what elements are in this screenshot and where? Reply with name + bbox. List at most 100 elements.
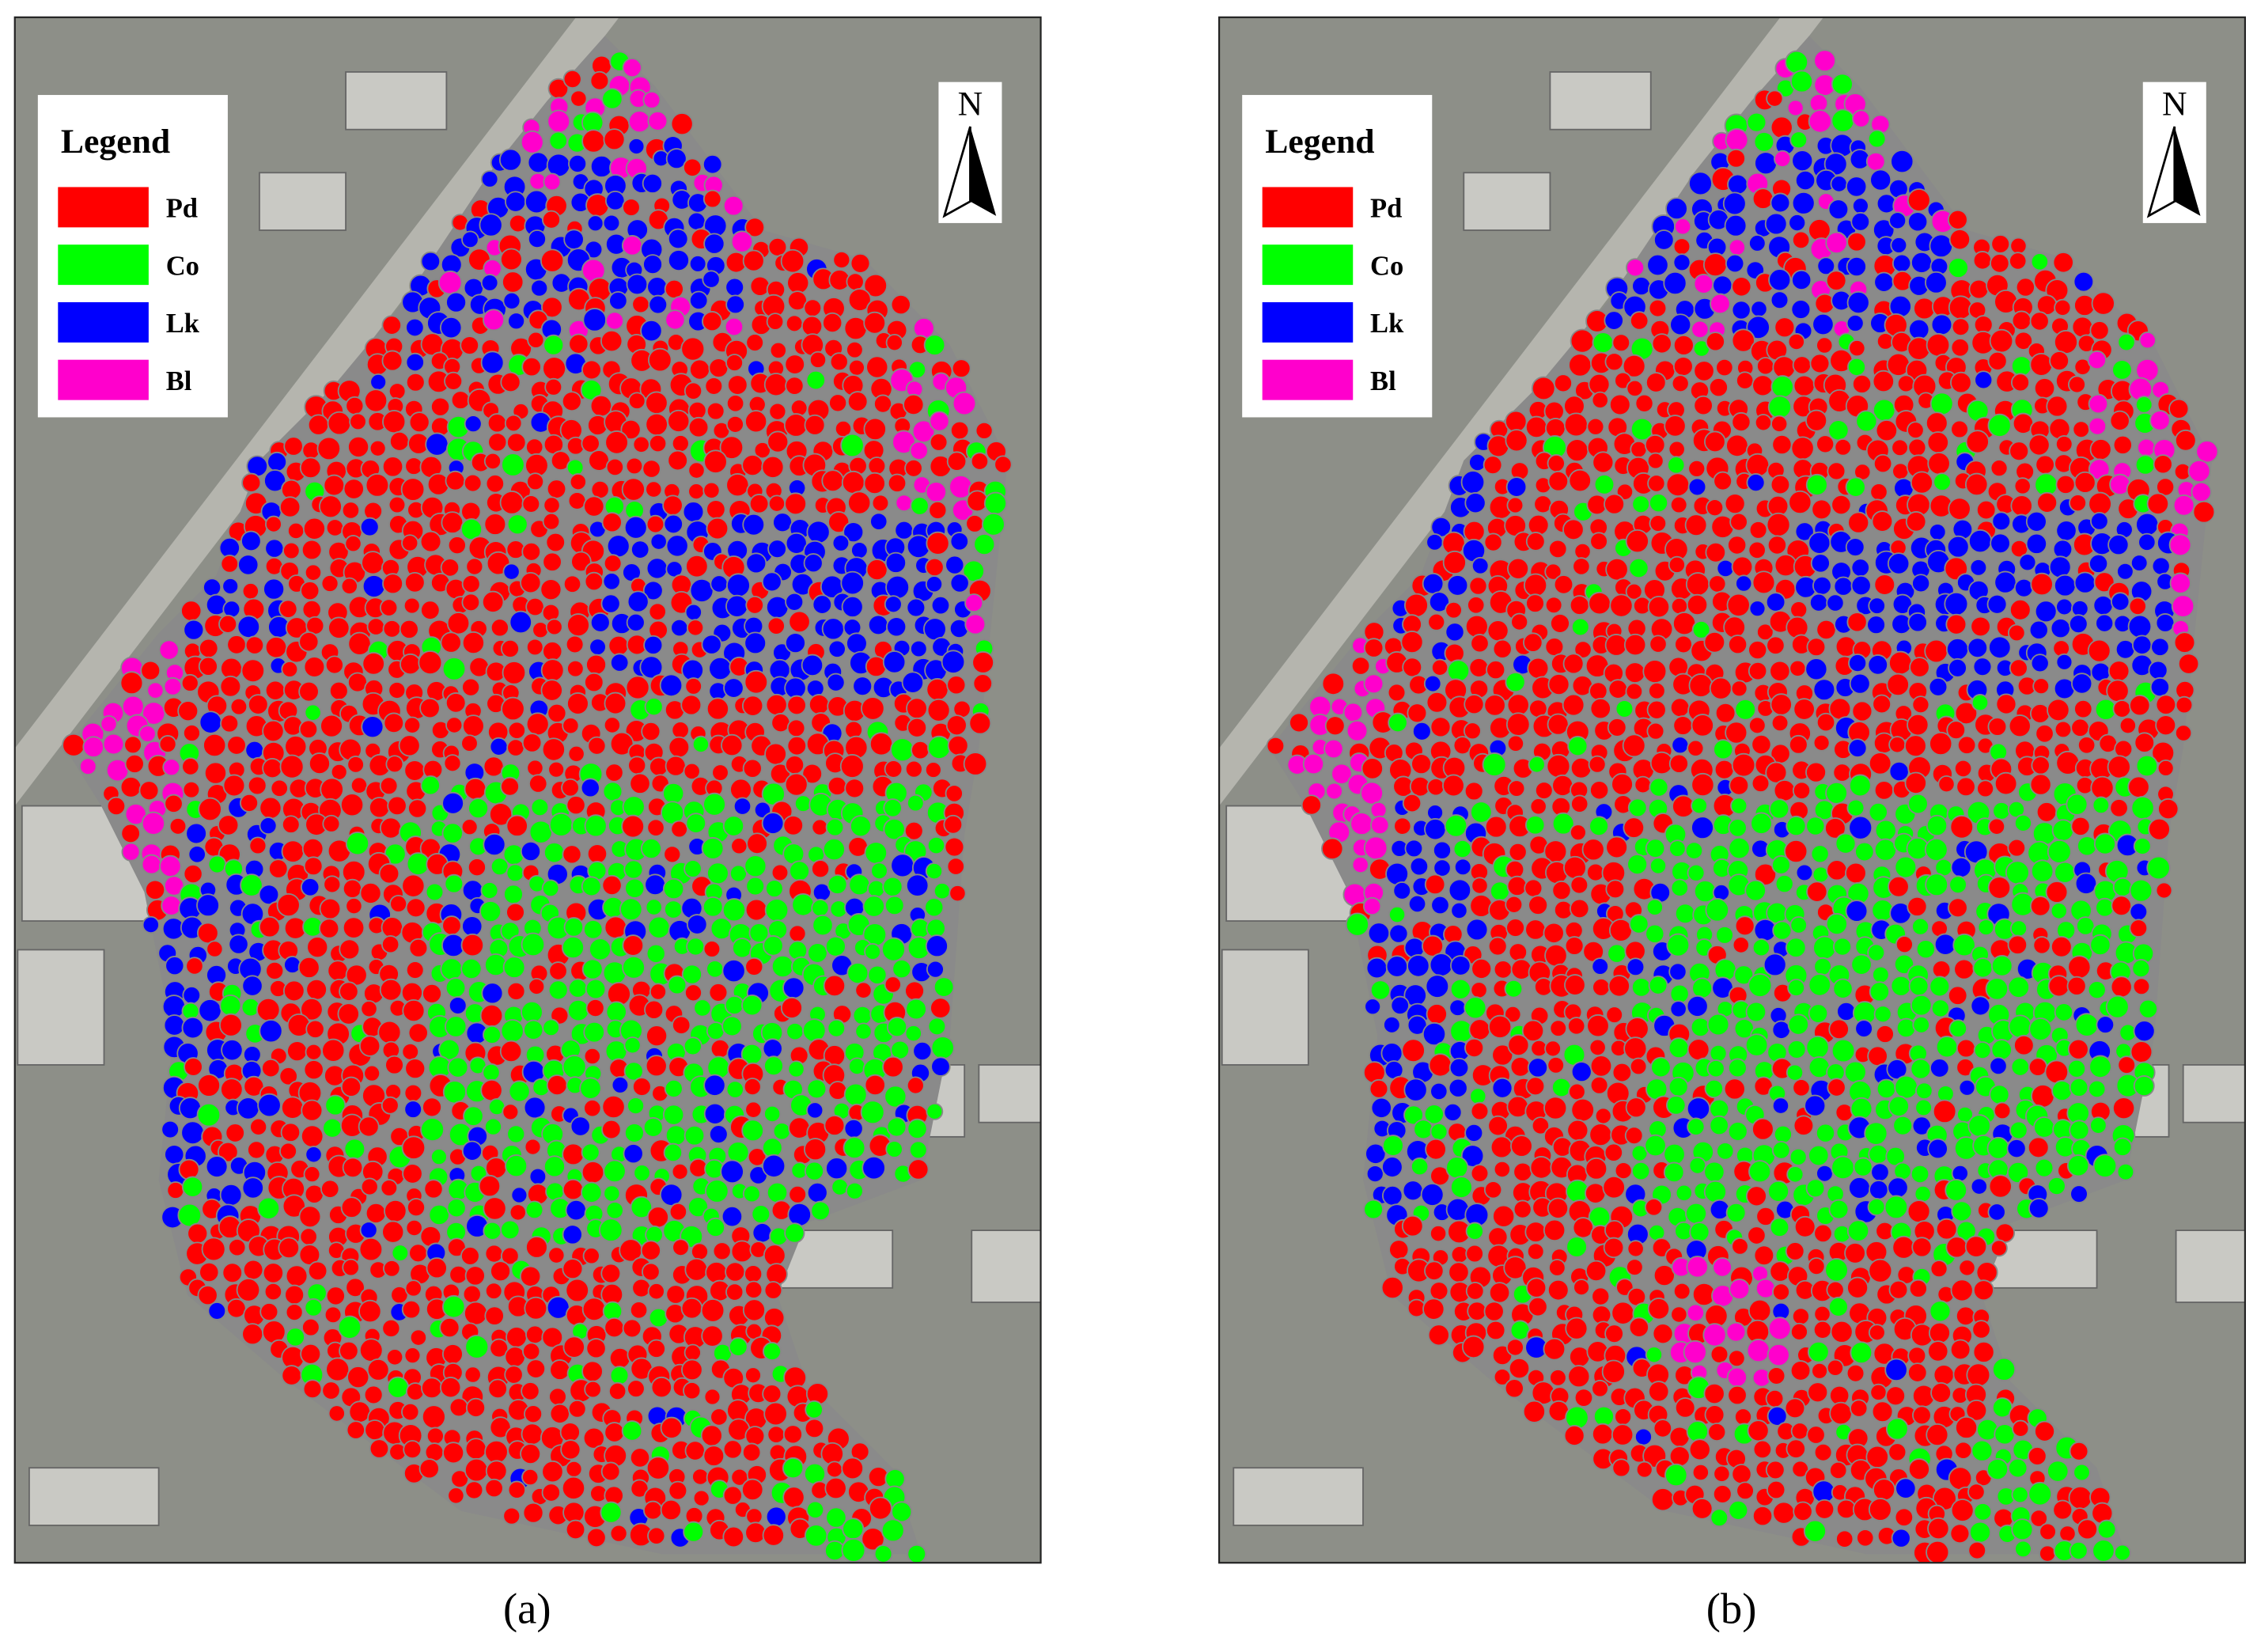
tree-crown	[2066, 793, 2088, 816]
tree-crown	[381, 935, 400, 954]
tree-crown	[180, 1120, 205, 1146]
tree-crown	[520, 1443, 542, 1465]
tree-crown	[82, 736, 105, 758]
tree-crown	[100, 714, 118, 733]
tree-crown	[869, 1496, 892, 1521]
tree-crown	[1645, 923, 1665, 944]
tree-crown	[119, 776, 142, 798]
tree-crown	[1950, 1499, 1975, 1522]
tree-crown	[1843, 1060, 1867, 1084]
tree-crown	[1955, 1415, 1979, 1439]
tree-crown	[1990, 954, 2013, 977]
tree-crown	[867, 879, 886, 899]
tree-crown	[1351, 856, 1369, 874]
tree-crown	[600, 329, 623, 353]
tree-crown	[1847, 738, 1868, 758]
tree-crown	[946, 451, 968, 472]
tree-crown	[933, 976, 955, 998]
tree-crown	[1816, 712, 1836, 733]
tree-crown	[437, 270, 463, 295]
tree-crown	[1948, 1019, 1968, 1038]
tree-crown	[1930, 998, 1950, 1018]
tree-crown	[1572, 557, 1591, 576]
tree-crown	[2138, 332, 2157, 350]
tree-crown	[1566, 1119, 1589, 1142]
tree-crown	[1745, 1001, 1767, 1023]
tree-crown	[280, 1122, 301, 1142]
tree-crown	[1935, 1036, 1959, 1059]
tree-crown	[2169, 572, 2191, 594]
tree-crown	[1912, 1016, 1930, 1034]
tree-crown	[166, 1181, 185, 1199]
tree-crown	[379, 598, 399, 617]
tree-crown	[682, 501, 705, 523]
tree-crown	[822, 312, 843, 334]
tree-crown	[483, 309, 506, 332]
tree-crown	[198, 998, 222, 1023]
tree-crown	[1488, 1282, 1511, 1304]
tree-crown	[1873, 453, 1893, 474]
tree-crown	[580, 778, 600, 798]
tree-crown	[1570, 617, 1590, 637]
tree-crown	[1563, 1424, 1585, 1446]
tree-crown	[1869, 1180, 1889, 1200]
tree-crown	[629, 772, 651, 794]
tree-crown	[1363, 673, 1384, 695]
tree-crown	[1686, 995, 1709, 1017]
tree-crown	[2135, 754, 2159, 778]
tree-crown	[302, 517, 326, 540]
tree-crown	[671, 721, 690, 740]
tree-crown	[1589, 697, 1611, 720]
building	[1549, 71, 1652, 131]
tree-crown	[298, 719, 319, 739]
tree-crown	[2013, 578, 2034, 598]
tree-crown	[1724, 214, 1748, 237]
tree-crown	[742, 758, 763, 779]
tree-crown	[1401, 1038, 1426, 1063]
tree-crown	[465, 1397, 487, 1418]
tree-crown	[445, 470, 466, 491]
tree-crown	[1551, 880, 1572, 901]
tree-crown	[1653, 229, 1675, 251]
tree-crown	[2191, 481, 2212, 502]
tree-crown	[1670, 878, 1689, 897]
tree-crown	[771, 863, 790, 882]
tree-crown	[693, 998, 712, 1017]
tree-crown	[1772, 355, 1797, 380]
tree-crown	[2007, 623, 2026, 642]
tree-crown	[1789, 1360, 1812, 1381]
tree-crown	[745, 333, 764, 352]
tree-crown	[363, 1385, 384, 1405]
tree-crown	[1894, 855, 1918, 879]
tree-crown	[508, 1080, 531, 1103]
tree-crown	[907, 1158, 930, 1180]
tree-crown	[631, 540, 650, 559]
tree-crown	[691, 735, 710, 753]
tree-crown	[2174, 724, 2193, 742]
building	[1221, 949, 1309, 1066]
tree-crown	[1430, 895, 1450, 915]
tree-crown	[1589, 1055, 1613, 1078]
tree-crown	[2071, 673, 2093, 695]
tree-crown	[1363, 835, 1388, 861]
tree-crown	[1467, 1301, 1487, 1321]
tree-crown	[665, 534, 689, 558]
tree-crown	[568, 333, 589, 354]
tree-crown	[662, 1104, 685, 1126]
tree-crown	[702, 189, 722, 209]
tree-crown	[1793, 698, 1816, 721]
tree-crown	[463, 1105, 484, 1127]
tree-crown	[1990, 532, 2011, 555]
tree-crown	[2030, 654, 2050, 673]
tree-crown	[964, 593, 984, 613]
tree-crown	[604, 763, 624, 782]
tree-crown	[169, 817, 187, 835]
tree-crown	[667, 409, 691, 433]
tree-crown	[2112, 434, 2133, 455]
tree-crown	[1363, 1199, 1384, 1220]
tree-crown	[323, 875, 342, 894]
building	[259, 172, 347, 231]
tree-crown	[562, 70, 582, 89]
tree-crown	[265, 515, 282, 533]
tree-crown	[1402, 793, 1422, 813]
